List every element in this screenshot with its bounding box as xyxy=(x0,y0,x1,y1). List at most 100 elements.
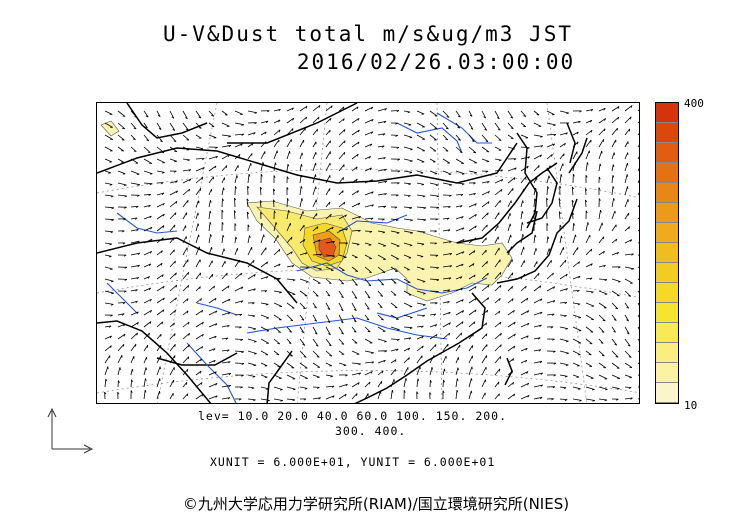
wind-arrow xyxy=(559,362,569,366)
wind-arrow xyxy=(364,131,374,136)
wind-arrow-head xyxy=(161,250,163,254)
wind-arrow xyxy=(455,182,465,185)
wind-arrow-head xyxy=(343,118,345,121)
wind-arrow xyxy=(403,242,413,246)
wind-arrow-head xyxy=(547,236,550,240)
wind-arrow xyxy=(520,146,530,149)
wind-arrow xyxy=(416,122,425,128)
wind-arrow xyxy=(221,272,228,280)
wind-arrow-head xyxy=(332,240,335,244)
wind-arrow-head xyxy=(215,323,218,326)
wind-arrow xyxy=(299,290,308,297)
wind-arrow xyxy=(208,122,215,128)
wind-arrow xyxy=(273,199,275,208)
wind-arrow xyxy=(299,374,308,379)
wind-arrow xyxy=(234,122,244,126)
wind-arrow-head xyxy=(383,359,386,363)
wind-arrow-head xyxy=(591,291,594,294)
wind-arrow-head xyxy=(264,290,268,293)
wind-arrow-head xyxy=(357,382,360,385)
wind-arrow-head xyxy=(240,339,243,341)
wind-arrow-head xyxy=(628,356,632,358)
wind-arrow xyxy=(494,321,502,328)
wind-arrow xyxy=(299,386,308,389)
wind-arrow-head xyxy=(449,253,453,256)
wind-arrow-head xyxy=(487,191,490,194)
wind-arrow-head xyxy=(422,304,426,306)
wind-arrow xyxy=(338,140,346,148)
wind-arrow-head xyxy=(150,227,153,230)
wind-arrow-head xyxy=(354,342,358,344)
wind-arrow-head xyxy=(500,344,502,348)
wind-arrow-head xyxy=(589,343,593,345)
wind-arrow-head xyxy=(123,290,127,293)
wind-arrow xyxy=(156,202,165,208)
wind-arrow-head xyxy=(273,175,276,178)
wind-arrow-head xyxy=(435,324,438,327)
wind-arrow-head xyxy=(563,387,567,390)
wind-arrow xyxy=(416,325,424,328)
wind-arrow xyxy=(468,286,477,292)
wind-arrow xyxy=(182,134,190,141)
wind-arrow-head xyxy=(186,139,190,141)
wind-arrow xyxy=(273,350,280,356)
wind-arrow-head xyxy=(111,292,114,295)
wind-arrow-head xyxy=(445,138,448,141)
wind-arrow xyxy=(494,381,500,388)
wind-arrow xyxy=(260,261,268,268)
wind-arrow xyxy=(221,134,231,137)
wind-arrow xyxy=(637,386,639,388)
wind-arrow xyxy=(494,158,502,161)
wind-arrow xyxy=(325,338,332,347)
wind-arrow xyxy=(364,338,373,344)
wind-arrow xyxy=(429,122,438,129)
wind-arrow-head xyxy=(382,218,385,221)
wind-arrow xyxy=(494,134,502,141)
wind-arrow-head xyxy=(148,205,151,208)
wind-arrow xyxy=(571,200,574,208)
wind-arrow-head xyxy=(201,393,204,397)
wind-arrow-head xyxy=(291,265,295,268)
wind-arrow-head xyxy=(331,385,335,388)
wind-arrow xyxy=(520,347,528,352)
wind-arrow xyxy=(403,170,413,173)
wind-arrow-head xyxy=(448,332,451,336)
wind-arrow-head xyxy=(533,209,536,213)
wind-arrow xyxy=(507,223,511,232)
wind-arrow xyxy=(468,274,476,280)
wind-arrow-head xyxy=(234,223,237,226)
wind-arrow xyxy=(403,367,409,376)
wind-arrow xyxy=(611,386,620,389)
wind-arrow xyxy=(221,285,230,292)
wind-arrow xyxy=(377,133,386,136)
wind-arrow xyxy=(195,134,202,139)
wind-arrow-head xyxy=(598,198,601,201)
wind-arrow-head xyxy=(552,386,556,389)
wind-arrow xyxy=(286,326,292,333)
wind-arrow xyxy=(338,129,346,136)
wind-arrow xyxy=(442,229,451,232)
wind-arrow-head xyxy=(472,263,475,266)
wind-arrow-head xyxy=(410,149,413,151)
wind-arrow xyxy=(338,314,344,324)
wind-arrow-head xyxy=(559,185,562,189)
wind-arrow-head xyxy=(145,367,147,370)
wind-arrow xyxy=(520,156,530,160)
wind-arrow xyxy=(299,252,308,256)
wind-arrow xyxy=(571,186,574,196)
wind-arrow-head xyxy=(615,307,618,310)
wind-arrow-head xyxy=(354,296,358,299)
wind-arrow-head xyxy=(234,197,237,201)
wind-arrow-head xyxy=(540,145,544,148)
wind-arrow-head xyxy=(249,235,251,239)
wind-arrow-head xyxy=(327,320,331,324)
wind-arrow-head xyxy=(262,162,265,165)
wind-arrow-head xyxy=(435,218,439,221)
wind-arrow-head xyxy=(343,364,347,367)
wind-arrow xyxy=(143,122,148,129)
wind-arrow xyxy=(195,167,205,172)
wind-arrow-head xyxy=(499,272,502,275)
wind-arrow xyxy=(390,254,399,260)
wind-arrow xyxy=(533,110,540,116)
wind-arrow-head xyxy=(626,319,629,322)
